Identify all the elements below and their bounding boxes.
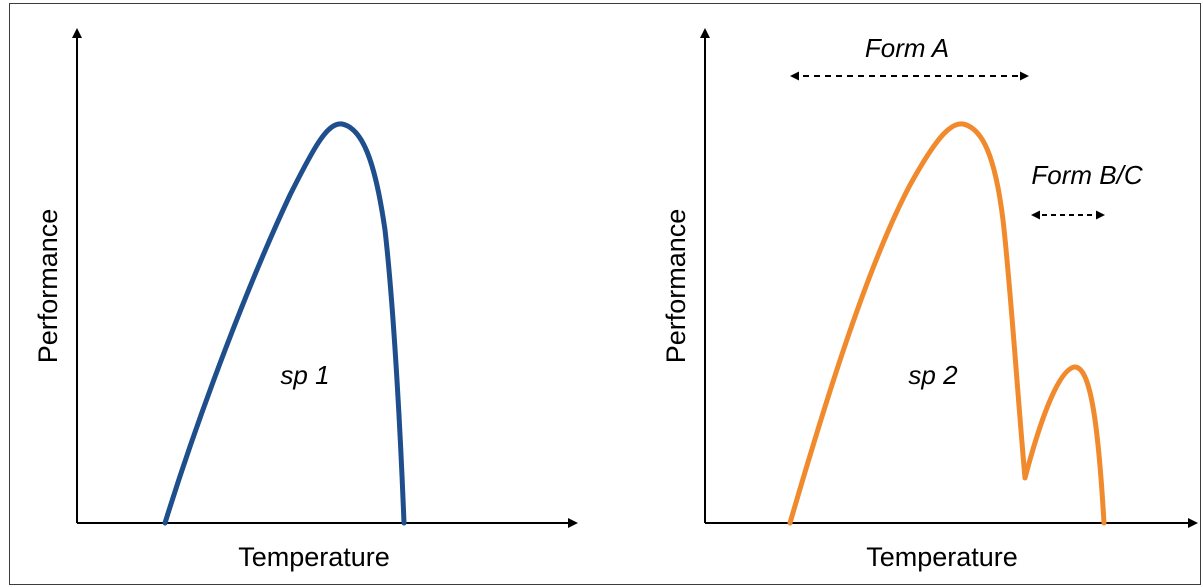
xlabel-panel2: Temperature: [866, 542, 1018, 572]
form-bc-label: Form B/C: [1031, 160, 1142, 190]
ylabel-panel2: Performance: [661, 209, 691, 364]
panel-sp2: Performance Temperature sp 2 Form A Form…: [661, 30, 1196, 572]
panel-sp1: Performance Temperature sp 1: [33, 30, 576, 572]
curve-label-sp1: sp 1: [280, 360, 329, 390]
xlabel-panel1: Temperature: [238, 542, 390, 572]
performance-curve-sp1: [165, 124, 404, 523]
form-a-label: Form A: [865, 33, 949, 63]
curve-label-sp2: sp 2: [908, 360, 958, 390]
ylabel-panel1: Performance: [33, 209, 63, 364]
